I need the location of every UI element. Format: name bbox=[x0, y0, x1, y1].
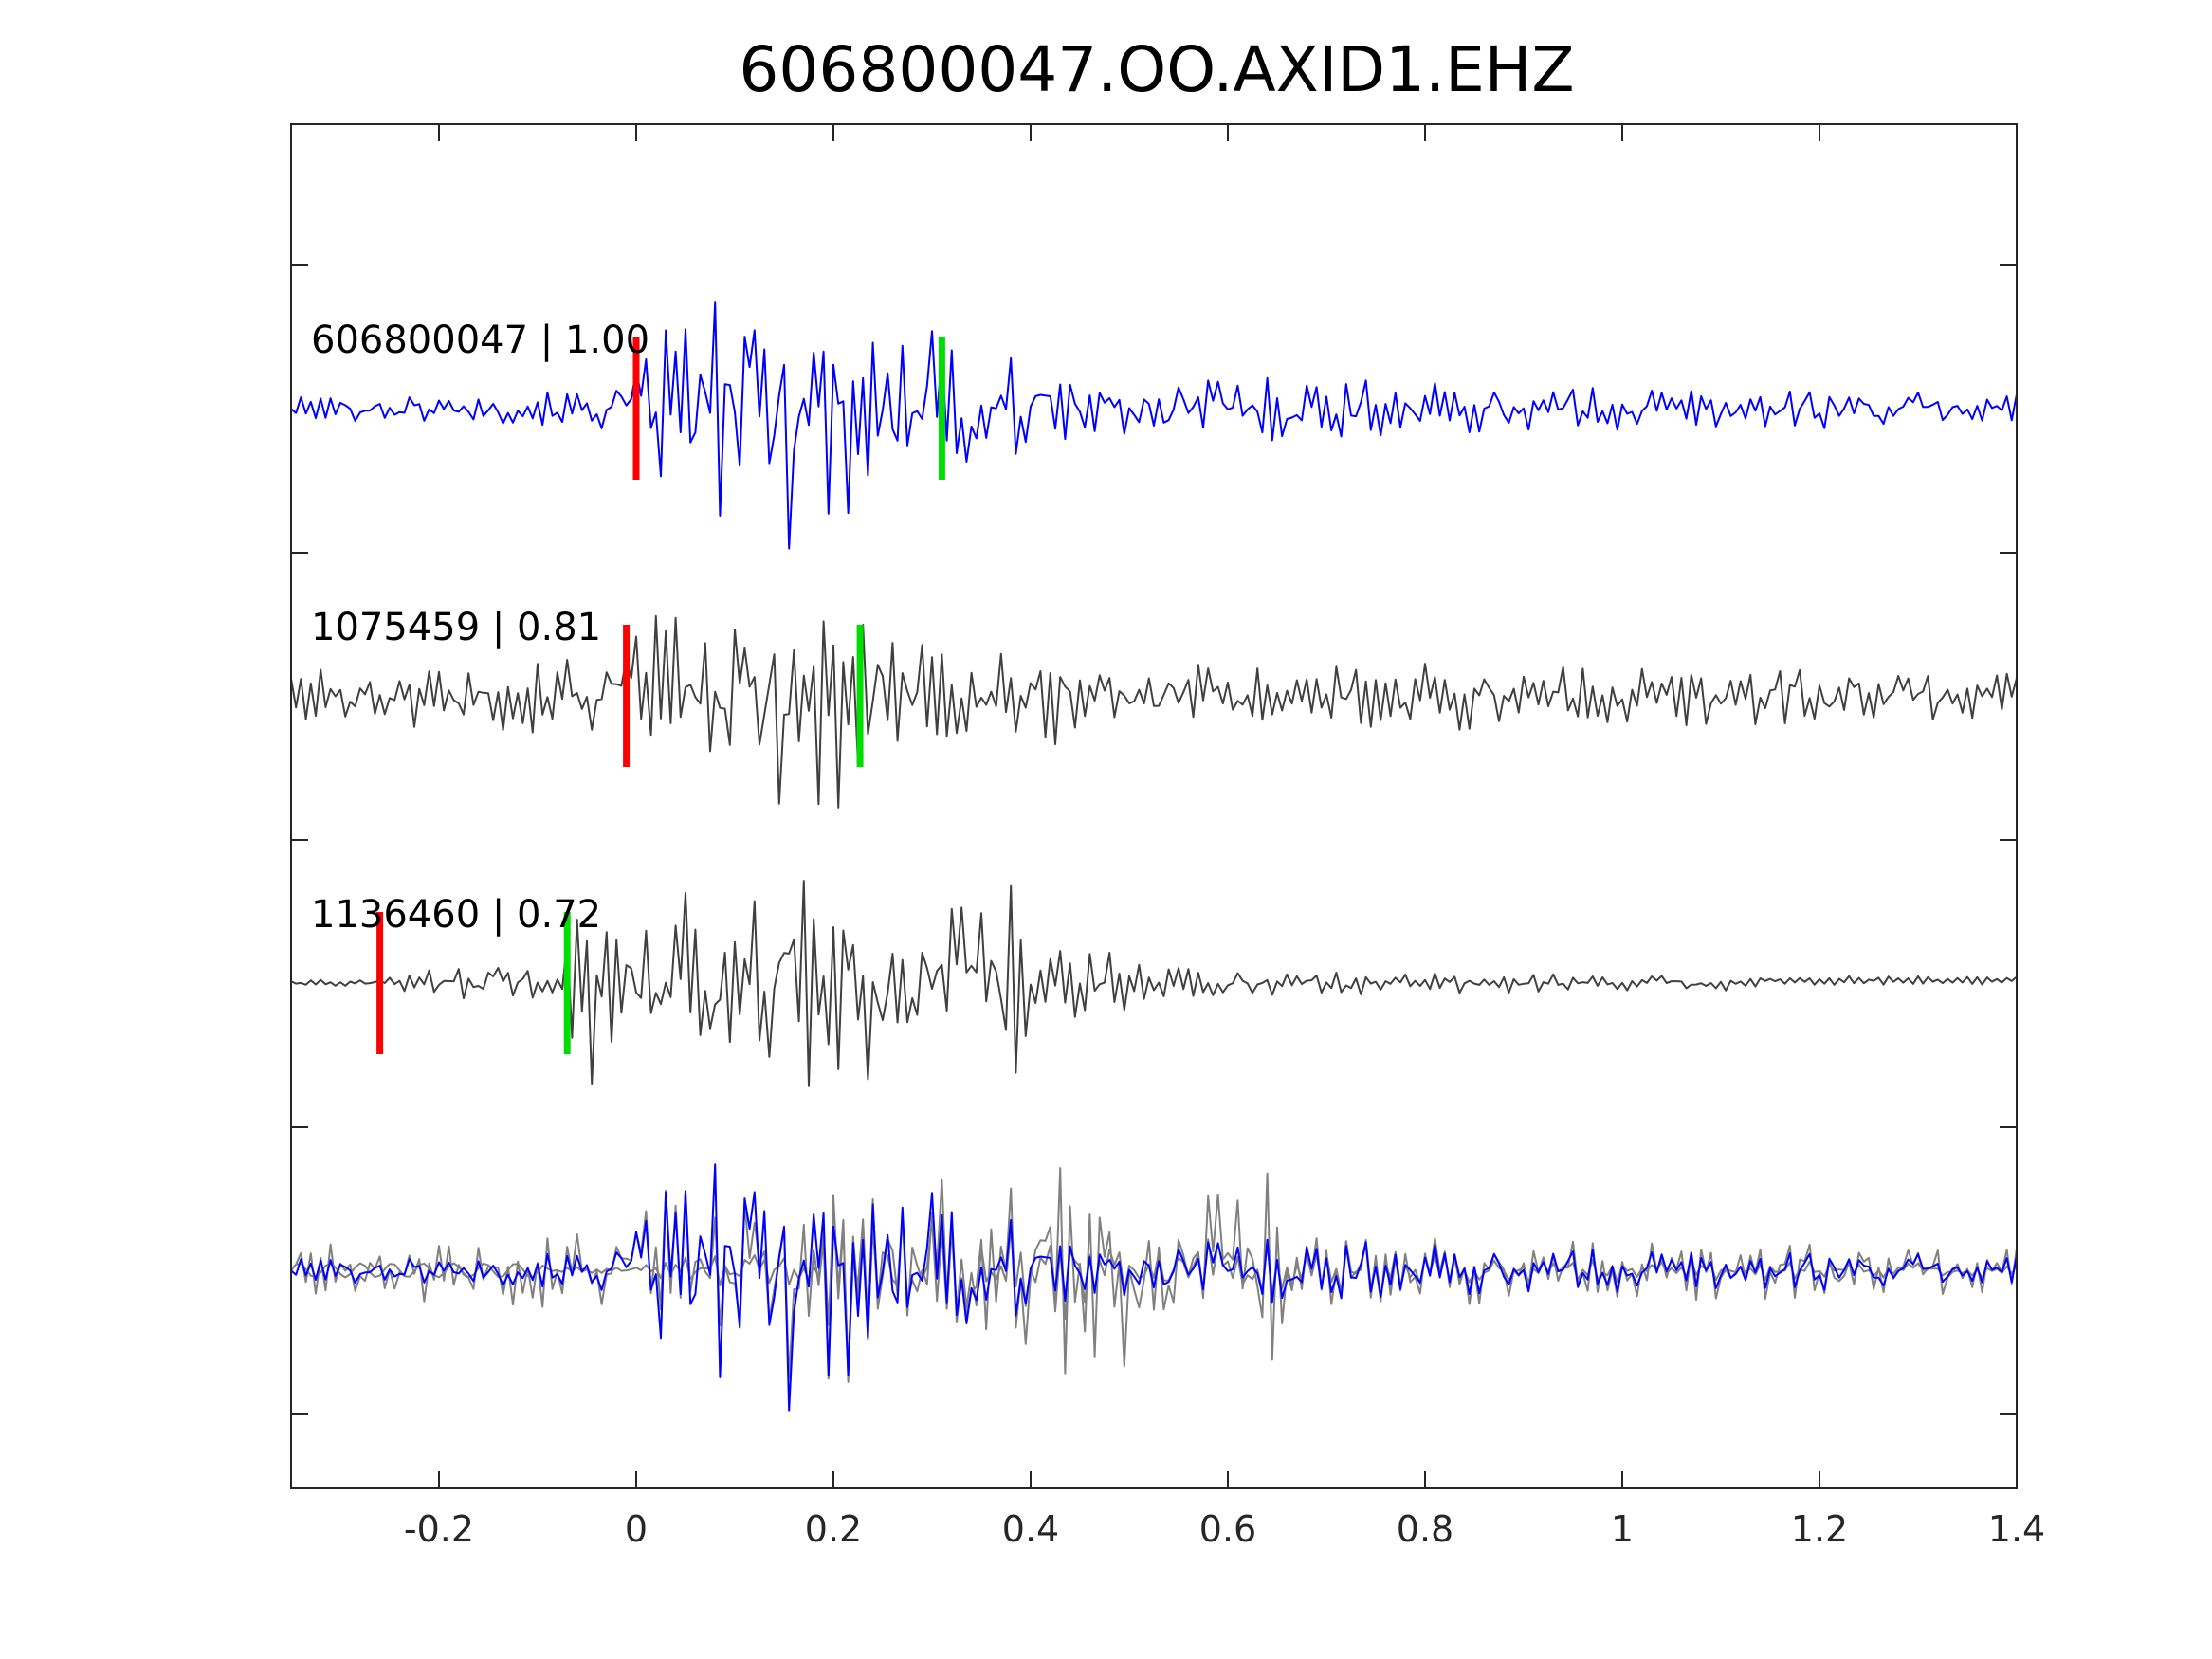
overlay-trace-606800047 bbox=[290, 1163, 2018, 1412]
x-tick-label: 1.2 bbox=[1791, 1508, 1848, 1550]
trace-group bbox=[290, 301, 2018, 1412]
x-tick-label: 0.2 bbox=[805, 1508, 862, 1550]
x-tick-label: 0.8 bbox=[1397, 1508, 1453, 1550]
x-tick-label: 1.4 bbox=[1988, 1508, 2045, 1550]
x-tick-label: 0.4 bbox=[1002, 1508, 1059, 1550]
x-tick-label: 0 bbox=[625, 1508, 648, 1550]
x-tick-label: 0.6 bbox=[1199, 1508, 1256, 1550]
pick-markers bbox=[376, 337, 945, 1054]
trace-labels: 606800047 | 1.00 1075459 | 0.81 1136460 | … bbox=[311, 319, 649, 937]
x-tick-label: 1 bbox=[1611, 1508, 1634, 1550]
overlay-trace-1136460 bbox=[290, 1167, 2018, 1375]
trace-label-1136460: 1136460 | 0.72 bbox=[311, 893, 601, 937]
x-tick-labels: -0.2 0 0.2 0.4 0.6 0.8 1 1.2 1.4 bbox=[404, 1508, 2045, 1550]
plot-area-frame bbox=[290, 123, 2018, 1489]
x-tick-label: -0.2 bbox=[404, 1508, 474, 1550]
axis-ticks bbox=[291, 124, 2018, 1488]
trace-1136460 bbox=[290, 880, 2018, 1087]
trace-label-1075459: 1075459 | 0.81 bbox=[311, 606, 601, 649]
trace-1075459 bbox=[290, 614, 2018, 809]
trace-606800047 bbox=[290, 301, 2018, 550]
trace-label-606800047: 606800047 | 1.00 bbox=[311, 319, 649, 362]
chart-title: 606800047.OO.AXID1.EHZ bbox=[739, 33, 1574, 106]
